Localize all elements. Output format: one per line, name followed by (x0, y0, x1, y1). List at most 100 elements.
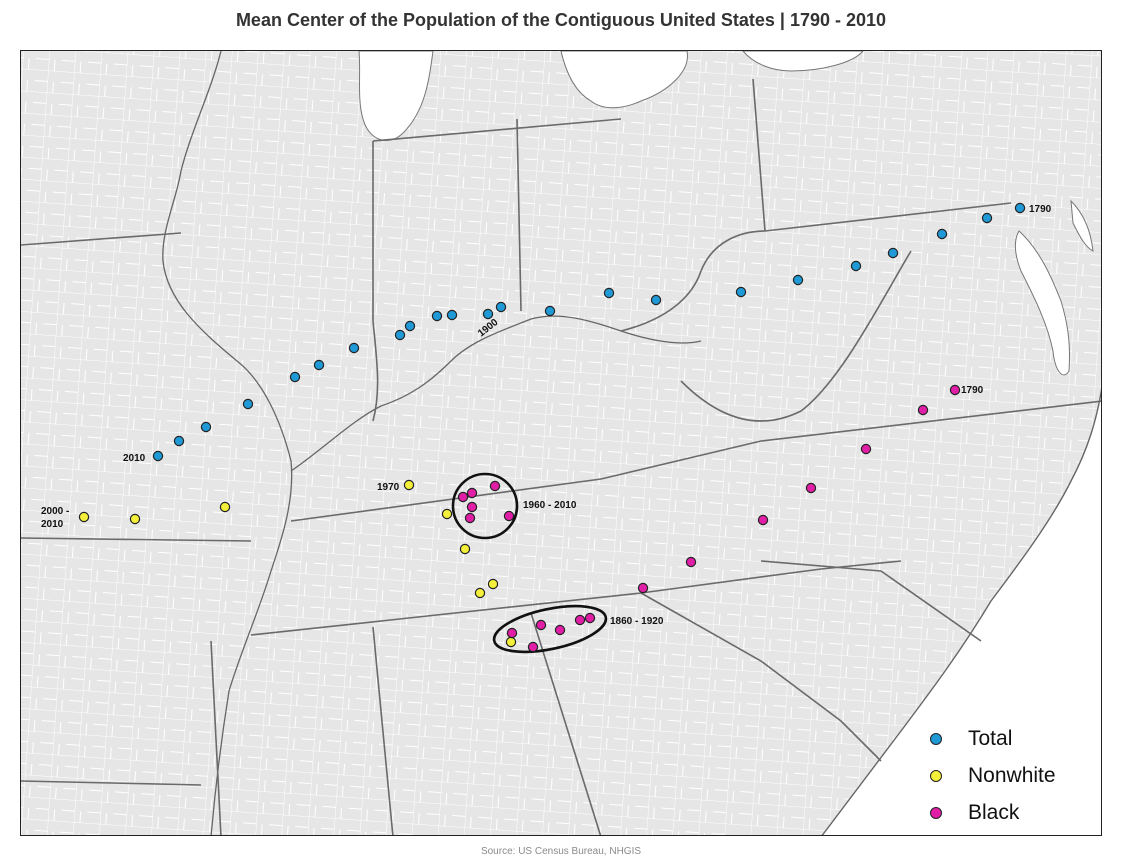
black-population-center-point (489, 480, 501, 492)
legend: Total Nonwhite Black (930, 720, 1056, 831)
map-title: Mean Center of the Population of the Con… (235, 10, 887, 30)
label-nonwhite-2010: 2010 (41, 519, 64, 530)
legend-item-total: Total (930, 720, 1056, 757)
total-population-center-point (544, 305, 556, 317)
label-black-1790: 1790 (961, 385, 984, 396)
label-nonwhite-2000: 2000 - (41, 506, 69, 517)
atlantic-ocean (821, 388, 1101, 835)
total-population-center-point (404, 320, 416, 332)
lake-ontario (742, 51, 864, 72)
ohio-river (290, 315, 702, 472)
nonwhite-population-center-point (474, 587, 486, 599)
total-population-center-point (289, 371, 301, 383)
black-population-center-point (637, 582, 649, 594)
total-marker-icon (930, 732, 942, 745)
legend-label-black: Black (968, 800, 1020, 824)
nonwhite-population-center-point (219, 501, 231, 513)
nonwhite-population-center-point (78, 511, 90, 523)
tennessee-southern-line (250, 560, 902, 636)
legend-item-black: Black (930, 794, 1056, 831)
virginia-west-virginia-line (680, 250, 912, 422)
black-population-center-point (584, 612, 596, 624)
rivers (162, 51, 702, 835)
black-population-center-point (527, 641, 539, 653)
label-total-1790: 1790 (1029, 204, 1052, 215)
legend-label-nonwhite: Nonwhite (968, 763, 1056, 787)
north-south-boundary-lower (21, 780, 202, 786)
total-population-center-point (887, 247, 899, 259)
map-canvas: 1790 1900 2010 1970 2000 - 2010 1790 196… (21, 51, 1101, 835)
kentucky-tennessee-line (290, 400, 1101, 522)
black-population-center-point (506, 627, 518, 639)
black-population-center-point (466, 501, 478, 513)
pennsylvania-southern-line (764, 202, 1012, 232)
total-population-center-point (495, 301, 507, 313)
total-population-center-point (735, 286, 747, 298)
legend-item-nonwhite: Nonwhite (930, 757, 1056, 794)
total-population-center-point (936, 228, 948, 240)
missouri-arkansas-line (21, 537, 252, 542)
nonwhite-population-center-point (505, 636, 517, 648)
label-total-2010: 2010 (123, 453, 146, 464)
black-1860-1920-ellipse (492, 604, 608, 654)
georgia-carolina-line (640, 592, 882, 762)
black-marker-icon (930, 806, 942, 819)
black-population-center-point (554, 624, 566, 636)
legend-label-total: Total (968, 726, 1013, 750)
black-population-center-point (457, 491, 469, 503)
black-population-center-point (757, 514, 769, 526)
total-population-center-point (792, 274, 804, 286)
total-population-center-point (603, 287, 615, 299)
black-population-center-point (464, 512, 476, 524)
source-note: Source: US Census Bureau, NHGIS (480, 846, 642, 857)
nonwhite-population-center-point (403, 479, 415, 491)
total-population-center-point (348, 342, 360, 354)
black-population-center-point (574, 614, 586, 626)
black-population-center-point (949, 384, 961, 396)
map-area: 1790 1900 2010 1970 2000 - 2010 1790 196… (20, 50, 1102, 836)
north-south-carolina-line (760, 560, 982, 642)
total-population-center-point (981, 212, 993, 224)
black-population-center-point (466, 487, 478, 499)
black-population-center-point (805, 482, 817, 494)
total-population-center-point (313, 359, 325, 371)
label-nonwhite-1970: 1970 (377, 482, 400, 493)
nonwhite-population-center-point (459, 543, 471, 555)
nonwhite-marker-icon (930, 769, 942, 782)
black-population-center-point (685, 556, 697, 568)
total-population-center-point (1014, 202, 1026, 214)
black-population-center-point (917, 404, 929, 416)
annotation-ellipses (451, 472, 608, 654)
label-black-1960-2010: 1960 - 2010 (523, 500, 577, 511)
indiana-ohio-line (516, 118, 522, 312)
ohio-pennsylvania-line (752, 78, 766, 232)
total-population-center-point (431, 310, 443, 322)
mississippi-alabama-line (372, 626, 394, 835)
total-population-center-point (242, 398, 254, 410)
arkansas-eastern-line (210, 640, 222, 835)
illinois-indiana-line (372, 141, 379, 422)
total-population-center-point (650, 294, 662, 306)
lake-erie-and-huron (560, 51, 688, 109)
nonwhite-population-center-point (441, 508, 453, 520)
total-population-center-point (850, 260, 862, 272)
water-bodies (358, 51, 1101, 835)
nonwhite-population-center-point (129, 513, 141, 525)
black-1960-2010-ring (451, 472, 519, 540)
total-population-center-point (394, 329, 406, 341)
total-population-center-point (173, 435, 185, 447)
michigan-southern-line (372, 118, 622, 142)
mississippi-river (162, 51, 293, 835)
points-layer (78, 202, 1026, 653)
iowa-missouri-line (21, 232, 182, 246)
black-population-center-point (860, 443, 872, 455)
total-population-center-point (200, 421, 212, 433)
label-black-1860-1920: 1860 - 1920 (610, 616, 664, 627)
west-virginia-ohio-line (620, 230, 766, 332)
chesapeake-bay (1014, 230, 1070, 376)
nonwhite-population-center-point (487, 578, 499, 590)
total-population-center-point (446, 309, 458, 321)
total-population-center-point (482, 308, 494, 320)
delaware-bay (1070, 199, 1094, 252)
black-population-center-point (535, 619, 547, 631)
